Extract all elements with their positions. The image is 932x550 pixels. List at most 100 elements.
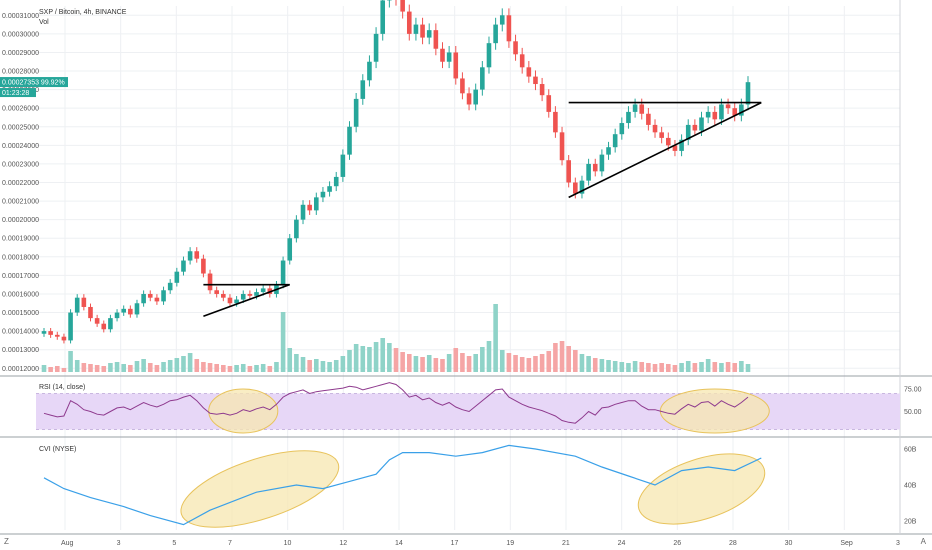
candle-body — [347, 126, 352, 155]
candle-body — [128, 308, 133, 315]
countdown-tag — [0, 88, 36, 98]
volume-bar — [440, 359, 445, 372]
candle-body — [606, 147, 611, 155]
candle-body — [260, 288, 266, 293]
candle-body — [433, 30, 439, 49]
price-tick-label: 0.00022000 — [2, 180, 39, 187]
candle-body — [506, 15, 512, 42]
x-tick-label: 28 — [729, 540, 737, 547]
volume-bar — [360, 346, 366, 372]
auto-scale-toggle[interactable]: A — [920, 537, 926, 546]
volume-bar — [553, 343, 558, 372]
rsi-line — [43, 382, 749, 424]
volume-bar — [254, 365, 259, 372]
candle-body — [406, 11, 412, 34]
x-tick-label: 19 — [506, 540, 514, 547]
price-tick-label: 0.00030000 — [2, 31, 39, 38]
price-tick-label: 0.00021000 — [2, 199, 39, 206]
candle-body — [440, 48, 445, 62]
volume-bar — [592, 358, 598, 372]
candle-body — [68, 312, 73, 341]
candle-body — [526, 67, 532, 77]
volume-bar — [387, 343, 392, 372]
volume-bar — [234, 365, 239, 372]
volume-bar — [314, 359, 319, 372]
volume-bar — [413, 356, 419, 372]
volume-bar — [373, 342, 379, 372]
volume-bar — [154, 365, 160, 372]
volume-bar — [599, 359, 605, 372]
volume-bar — [207, 363, 213, 372]
volume-bar — [194, 359, 200, 372]
price-tick-label: 0.00017000 — [2, 273, 39, 280]
triangle-support-line — [203, 283, 291, 318]
volume-bar — [486, 341, 492, 372]
price-tick-label: 0.00015000 — [2, 310, 39, 317]
candle-body — [732, 108, 738, 116]
price-tick-label: 0.00014000 — [2, 329, 39, 336]
triangle-support-line — [568, 101, 762, 199]
candle-body — [221, 293, 226, 298]
volume-bar — [367, 347, 372, 372]
volume-bar — [48, 367, 53, 372]
volume-bar — [61, 368, 67, 372]
volume-bar — [433, 358, 439, 372]
volume-bar — [294, 354, 299, 372]
volume-bar — [187, 353, 193, 372]
volume-bar — [586, 356, 591, 372]
volume-bar — [493, 304, 498, 372]
x-tick-label: 7 — [228, 540, 232, 547]
volume-bar — [506, 353, 512, 372]
x-tick-label: 30 — [785, 540, 793, 547]
candle-body — [114, 312, 120, 319]
candle-body — [161, 290, 166, 302]
volume-bar — [174, 358, 180, 372]
volume-bar — [128, 365, 133, 372]
volume-bar — [400, 352, 405, 372]
candle-body — [61, 336, 67, 341]
price-tick-label: 0.00013000 — [2, 347, 39, 354]
volume-bar — [460, 353, 465, 372]
candle-body — [300, 204, 306, 220]
volume-bar — [619, 362, 625, 372]
volume-bar — [499, 350, 505, 372]
x-tick-label: 10 — [284, 540, 292, 547]
volume-bar — [114, 362, 120, 372]
volume-bar — [453, 348, 459, 372]
cvi-tick-label: 40B — [904, 483, 917, 490]
candle-body — [327, 186, 332, 192]
volume-bar — [705, 359, 711, 372]
candle-body — [167, 282, 173, 291]
volume-bar — [81, 363, 87, 372]
candle-body — [566, 160, 571, 183]
candle-body — [320, 191, 326, 198]
candle-body — [108, 318, 113, 330]
volume-bar — [134, 361, 140, 372]
price-tick-label: 0.00023000 — [2, 161, 39, 168]
candle-body — [254, 292, 259, 296]
candle-body — [519, 54, 525, 68]
timezone-toggle[interactable]: Z — [4, 537, 9, 546]
volume-label: Vol — [39, 19, 49, 26]
candle-body — [592, 163, 598, 172]
volume-bar — [559, 341, 565, 372]
candle-body — [619, 123, 625, 135]
candle-body — [227, 297, 233, 304]
last-price-tag — [0, 77, 68, 88]
x-tick-label: 3 — [117, 540, 121, 547]
volume-bar — [327, 362, 332, 372]
candle-body — [121, 308, 126, 313]
candle-body — [699, 117, 704, 131]
volume-bar — [539, 354, 545, 372]
candle-body — [480, 67, 485, 90]
candle-body — [101, 323, 107, 330]
x-tick-label: 5 — [172, 540, 176, 547]
candle-body — [612, 134, 618, 148]
volume-bar — [699, 362, 704, 372]
candle-body — [473, 89, 478, 105]
volume-bar — [353, 344, 359, 372]
candle-body — [147, 293, 153, 298]
volume-bar — [513, 355, 518, 372]
candle-body — [420, 24, 425, 38]
